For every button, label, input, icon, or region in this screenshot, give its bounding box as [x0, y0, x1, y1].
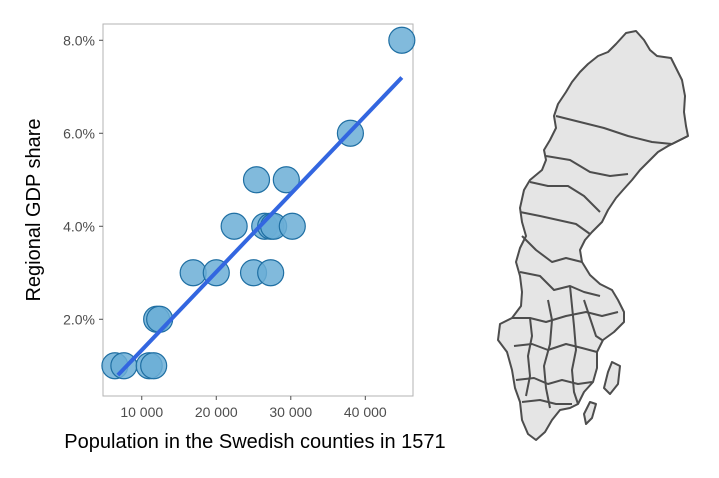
x-axis-title: Population in the Swedish counties in 15…	[64, 431, 445, 453]
x-axis-ticks: 10 000 20 000 30 000 40 000	[120, 396, 387, 420]
y-tick-label: 8.0%	[63, 32, 95, 48]
x-tick-label: 20 000	[195, 404, 238, 420]
data-point	[140, 352, 168, 380]
y-tick-label: 4.0%	[63, 218, 95, 234]
y-axis-ticks: 2.0% 4.0% 6.0% 8.0%	[63, 32, 103, 327]
data-point	[272, 166, 300, 194]
data-point	[257, 259, 285, 287]
data-point	[179, 259, 207, 287]
y-tick-label: 6.0%	[63, 125, 95, 141]
y-tick-label: 2.0%	[63, 311, 95, 327]
sweden-map-icon	[497, 30, 689, 441]
x-tick-label: 40 000	[344, 404, 387, 420]
trend-line	[116, 76, 404, 377]
data-point	[278, 212, 306, 240]
x-tick-label: 30 000	[269, 404, 312, 420]
y-axis-title: Regional GDP share	[23, 118, 45, 301]
x-tick-label: 10 000	[120, 404, 163, 420]
data-point	[220, 212, 248, 240]
data-point	[388, 26, 416, 54]
data-point	[242, 166, 271, 194]
